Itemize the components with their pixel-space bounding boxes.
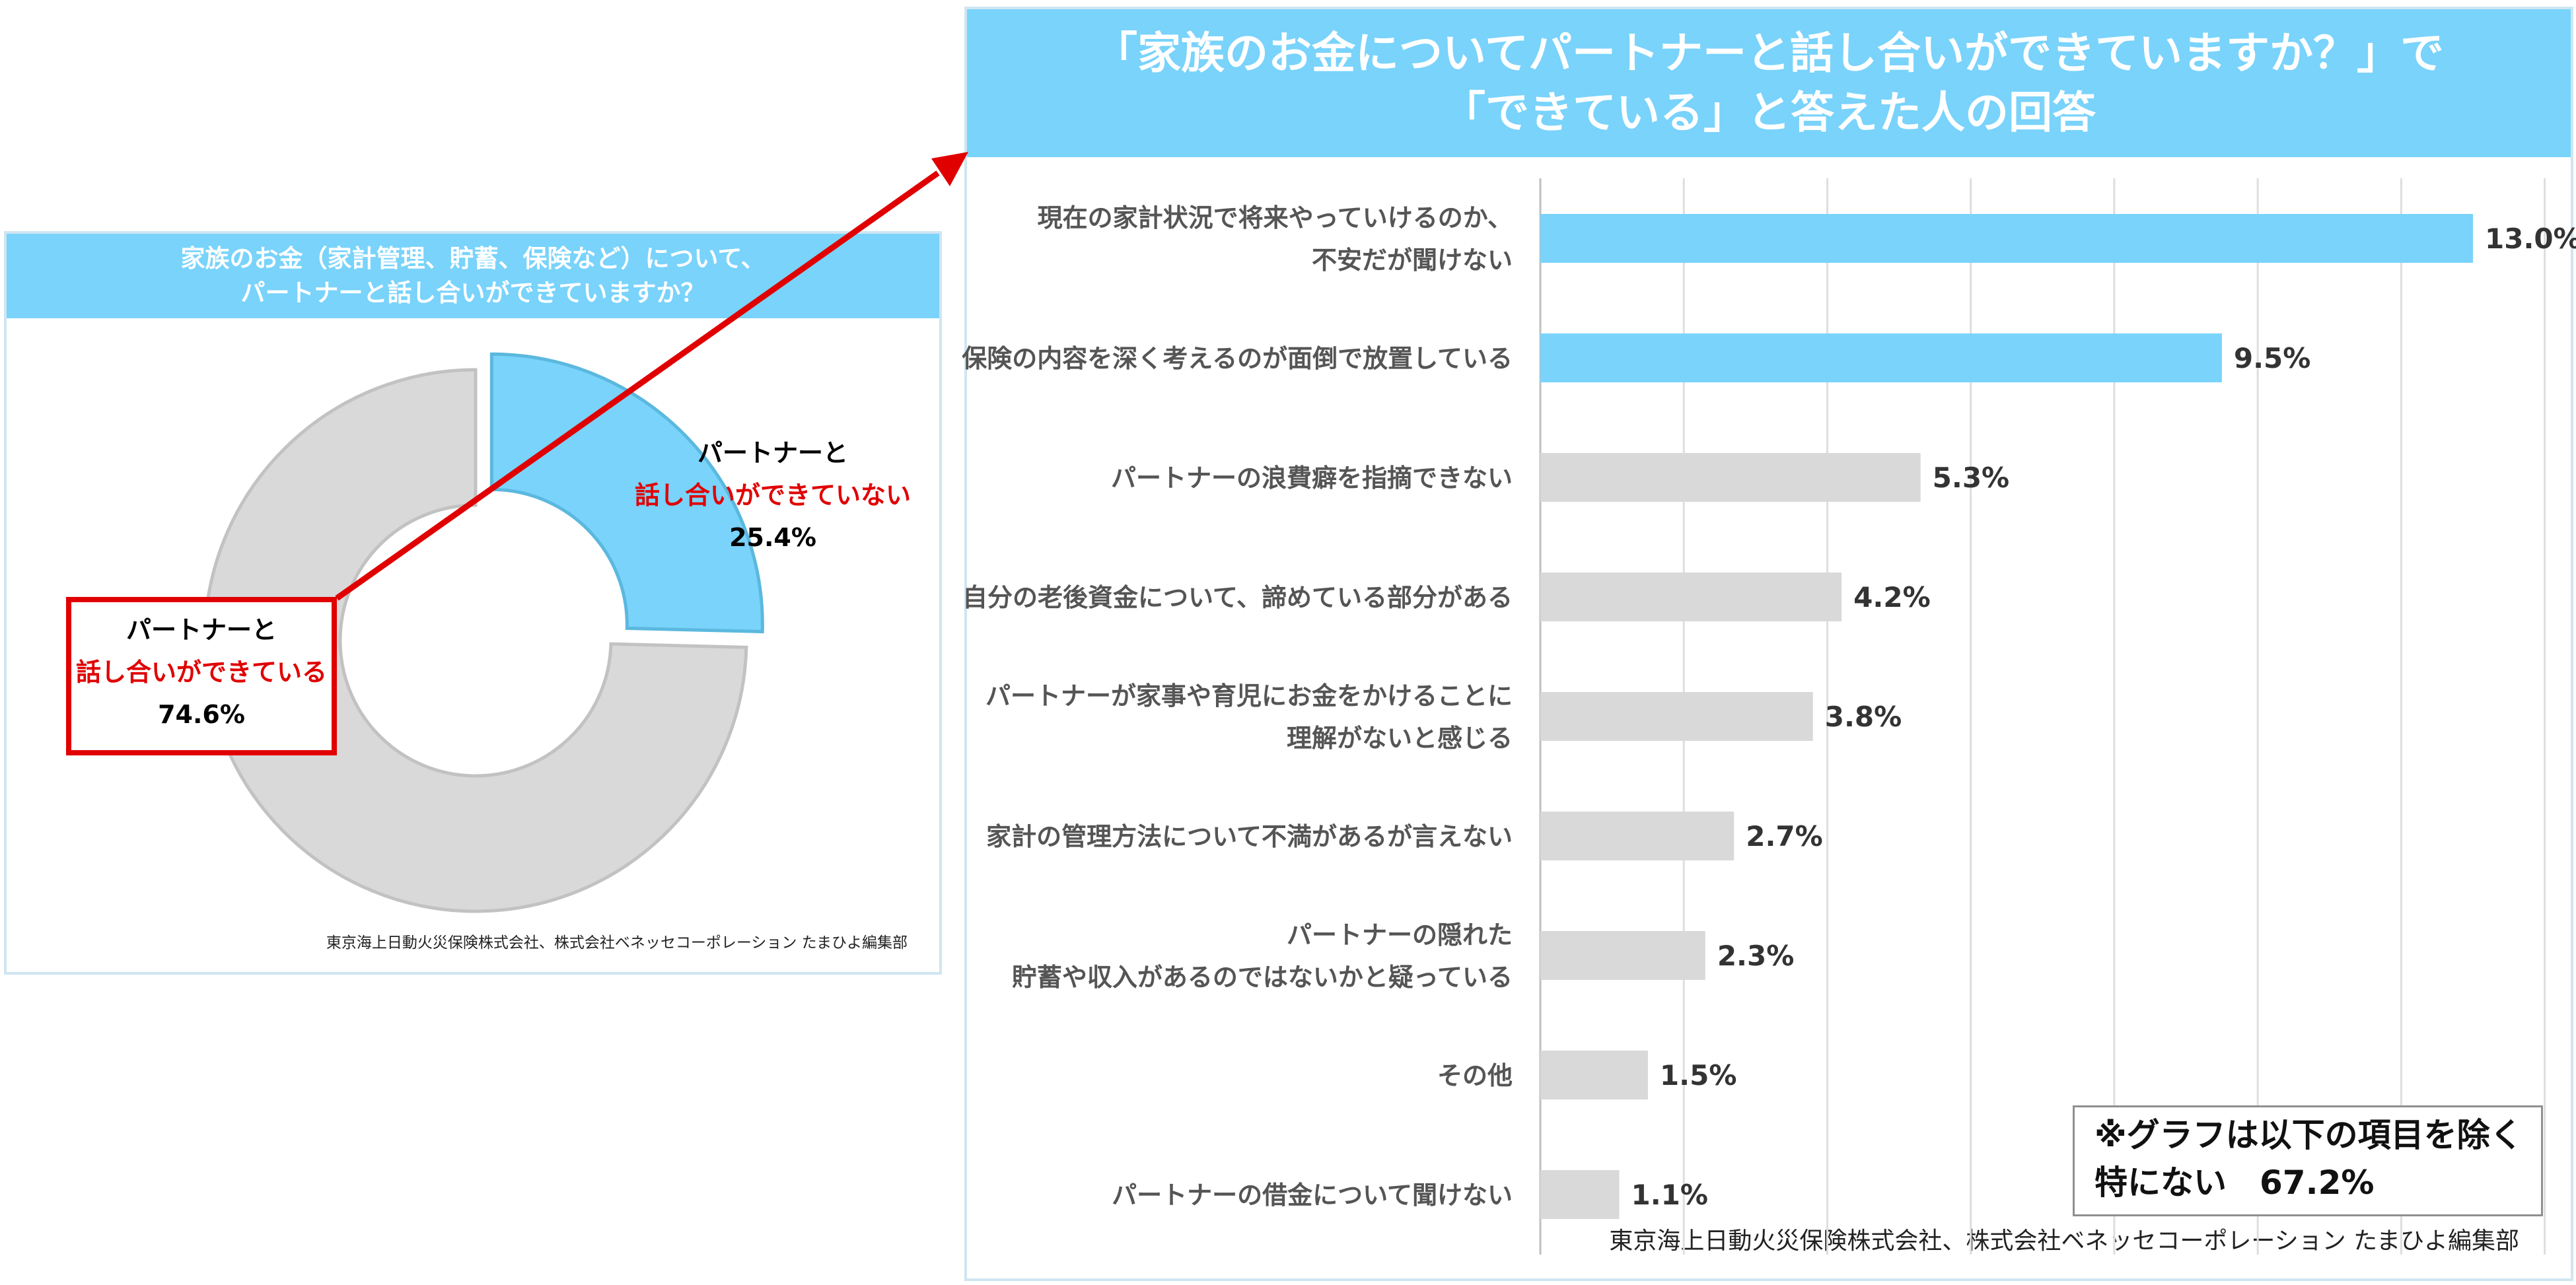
donut-panel-header: 家族のお金（家計管理、貯蓄、保険など）について、 パートナーと話し合いができてい… [7, 234, 939, 318]
bar-value-label: 1.1% [1631, 1179, 1707, 1211]
bar [1540, 1170, 1620, 1219]
bar [1540, 931, 1705, 980]
donut-label-no: パートナーと 話し合いができていない 25.4% [621, 432, 925, 559]
bar-source: 東京海上日動火災保険株式会社、株式会社ベネッセコーポレーション たまひよ編集部 [1609, 1228, 2519, 1255]
bar-category-label: 家計の管理方法について不満があるが言えない [986, 822, 1513, 851]
bar [1540, 214, 2473, 263]
donut-label-yes-value: 74.6% [158, 700, 245, 729]
note-line1: ※グラフは以下の項目を除く [2094, 1116, 2523, 1154]
donut-label-yes: パートナーと 話し合いができている 74.6% [71, 609, 332, 736]
bar [1540, 573, 1842, 621]
bar-panel-header: 「家族のお金についてパートナーと話し合いができていますか？」で 「できている」と… [967, 9, 2571, 157]
donut-slice-no [489, 352, 764, 634]
bar-category-label: 保険の内容を深く考えるのが面倒で放置している [962, 344, 1513, 373]
donut-source: 東京海上日動火災保険株式会社、株式会社ベネッセコーポレーション たまひよ編集部 [326, 934, 908, 952]
donut-label-yes-box: パートナーと 話し合いができている 74.6% [66, 597, 337, 755]
bar-category-label: 自分の老後資金について、諦めている部分がある [962, 583, 1513, 612]
bar-category-label: その他 [1437, 1061, 1513, 1090]
bar-title-line1: 「家族のお金についてパートナーと話し合いができていますか？」で [1093, 28, 2445, 79]
bar [1540, 812, 1735, 860]
donut-label-yes-line1: パートナーと [125, 615, 277, 644]
bar-value-label: 2.3% [1717, 940, 1794, 972]
bar-value-label: 13.0% [2485, 223, 2576, 255]
bar-category-label: パートナーの浪費癖を指摘できない [1111, 464, 1513, 493]
bar [1540, 453, 1921, 502]
bar-value-label: 1.5% [1660, 1059, 1736, 1092]
donut-label-no-value: 25.4% [729, 523, 816, 552]
bar-value-label: 9.5% [2234, 342, 2310, 374]
bar-title-line2: 「できている」と答えた人の回答 [1442, 87, 2096, 138]
bar-category-label: 貯蓄や収入があるのではないかと疑っている [1012, 963, 1513, 992]
donut-slice-yes [203, 368, 748, 913]
donut-chart [203, 352, 764, 913]
bar-category-label: パートナーが家事や育児にお金をかけることに [985, 681, 1513, 711]
bar-value-label: 4.2% [1853, 581, 1930, 613]
bar-category-label: 理解がないと感じる [1287, 724, 1513, 753]
donut-label-no-line2: 話し合いができていない [634, 481, 911, 510]
bar-chart: 13.0% 現在の家計状況で将来やっていけるのか、不安だが聞けない 9.5% 保険の内… [962, 203, 2576, 1219]
callout-arrow-head [931, 152, 968, 186]
bar-value-label: 3.8% [1825, 701, 1902, 733]
bar-category-label: パートナーの借金について聞けない [1112, 1181, 1513, 1210]
donut-title-line1: 家族のお金（家計管理、貯蓄、保険など）について、 [180, 244, 766, 273]
donut-title-line2: パートナーと話し合いができていますか？ [240, 279, 705, 307]
bar-category-label: 不安だが聞けない [1312, 246, 1513, 275]
bar-value-label: 5.3% [1933, 462, 2009, 494]
bar [1540, 1051, 1648, 1099]
bar-category-label: 現在の家計状況で将来やっていけるのか、 [1038, 203, 1513, 232]
note-box: ※グラフは以下の項目を除く 特にない 67.2% [2073, 1105, 2543, 1216]
bar-value-label: 2.7% [1746, 820, 1822, 852]
note-line2: 特にない 67.2% [2094, 1163, 2375, 1202]
callout-arrow-line [335, 170, 940, 601]
bar [1540, 692, 1813, 741]
donut-label-yes-line2: 話し合いができている [75, 658, 327, 687]
bar [1540, 333, 2222, 382]
donut-label-no-line1: パートナーと [697, 438, 848, 468]
bar-category-label: パートナーの隠れた [1287, 920, 1513, 950]
